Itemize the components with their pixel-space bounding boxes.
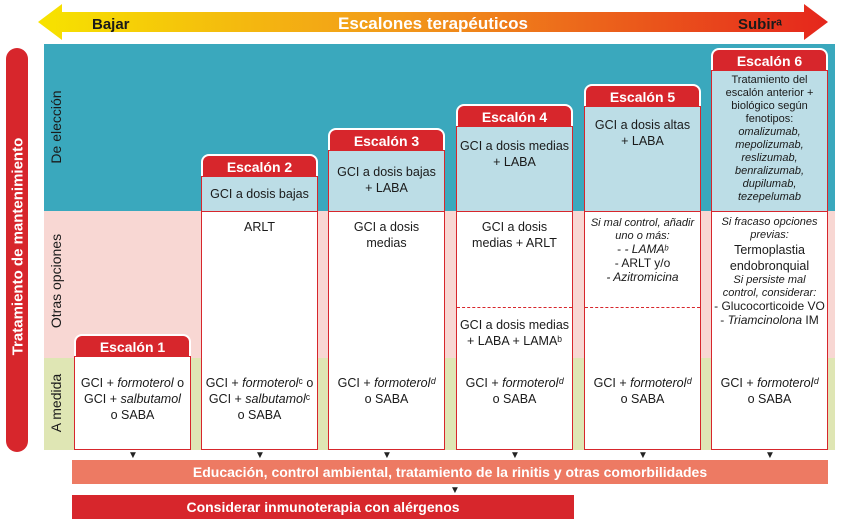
arrow-left-label: Bajar <box>92 16 130 33</box>
therapeutic-steps-arrow: Bajar Escalones terapéuticos Subirᵃ <box>38 4 828 40</box>
step-2-tab: Escalón 2 <box>201 154 318 176</box>
step-2-otras: ARLT <box>243 220 276 234</box>
step-2-column: GCI a dosis bajas ARLT GCI + formoterolᶜ… <box>201 176 318 450</box>
step-6-eleccion-box: Tratamiento del escalón anterior + bioló… <box>711 70 828 212</box>
step-4-otras: GCI a dosis medias + ARLT <box>472 220 557 250</box>
education-bar: Educación, control ambiental, tratamient… <box>72 460 828 484</box>
down-arrow-icon: ▼ <box>510 450 520 461</box>
step-5-otras: Si mal control, añadir uno o más: - - LAM… <box>590 217 695 284</box>
step-3-eleccion: GCI a dosis bajas + LABA <box>337 165 436 195</box>
zone-otras-label: Otras opciones <box>48 233 64 329</box>
step-6-otras: Si fracaso opciones previas: Termoplastia… <box>714 216 825 327</box>
down-arrow-icon: ▼ <box>638 450 648 461</box>
step-4-tab: Escalón 4 <box>456 104 573 126</box>
step-5-tab: Escalón 5 <box>584 84 701 106</box>
step-1-column: GCI + formoterol o GCI + salbutamol o SA… <box>74 356 191 450</box>
step-4-eleccion: GCI a dosis medias + LABA <box>459 139 570 169</box>
step-5-eleccion: GCI a dosis altas + LABA <box>594 118 691 148</box>
step-3-otras: GCI a dosis medias <box>353 220 420 250</box>
down-arrow-icon: ▼ <box>450 485 460 496</box>
step-5-column: GCI a dosis altas + LABA Si mal control, … <box>584 106 701 450</box>
step-4-medida: GCI + formoterolᵈ o SABA <box>465 376 564 406</box>
step-4-eleccion-box: GCI a dosis medias + LABA <box>456 126 573 212</box>
step-5-medida: GCI + formoterolᵈ o SABA <box>593 376 692 406</box>
zone-eleccion-label: De elección <box>48 90 64 164</box>
step-4-column: GCI a dosis medias + LABA GCI a dosis medi… <box>456 126 573 450</box>
arrow-right-label: Subirᵃ <box>738 16 782 33</box>
immunotherapy-bar: Considerar inmunoterapia con alérgenos <box>72 495 574 519</box>
down-arrow-icon: ▼ <box>255 450 265 461</box>
step-4-divider <box>457 307 572 308</box>
step-3-eleccion-box: GCI a dosis bajas + LABA <box>328 150 445 212</box>
step-2-eleccion-box: GCI a dosis bajas <box>201 176 318 212</box>
step-3-column: GCI a dosis bajas + LABA GCI a dosis media… <box>328 150 445 450</box>
step-6-eleccion: Tratamiento del escalón anterior + bioló… <box>725 74 814 203</box>
step-1-medida: GCI + formoterol o GCI + salbutamol o SA… <box>80 376 185 422</box>
step-6-column: Tratamiento del escalón anterior + bioló… <box>711 70 828 450</box>
down-arrow-icon: ▼ <box>128 450 138 461</box>
arrow-title: Escalones terapéuticos <box>338 14 528 33</box>
zone-medida-label: A medida <box>48 373 64 433</box>
double-arrow-shape <box>38 4 828 40</box>
step-3-medida: GCI + formoterolᵈ o SABA <box>337 376 436 406</box>
down-arrow-icon: ▼ <box>765 450 775 461</box>
step-6-tab: Escalón 6 <box>711 48 828 70</box>
step-2-medida: GCI + formoterolᶜ o GCI + salbutamolᶜ o … <box>205 376 314 422</box>
maintenance-bar: Tratamiento de mantenimiento <box>6 48 28 452</box>
step-1-tab: Escalón 1 <box>74 334 191 356</box>
maintenance-label: Tratamiento de mantenimiento <box>9 137 27 356</box>
down-arrow-icon: ▼ <box>382 450 392 461</box>
step-3-tab: Escalón 3 <box>328 128 445 150</box>
step-5-eleccion-box: GCI a dosis altas + LABA <box>584 106 701 212</box>
step-2-eleccion: GCI a dosis bajas <box>210 187 309 201</box>
step-4-otras-2: GCI a dosis medias + LABA + LAMAᵇ <box>459 318 570 348</box>
step-6-medida: GCI + formoterolᵈ o SABA <box>720 376 819 406</box>
step-5-divider <box>585 307 700 308</box>
